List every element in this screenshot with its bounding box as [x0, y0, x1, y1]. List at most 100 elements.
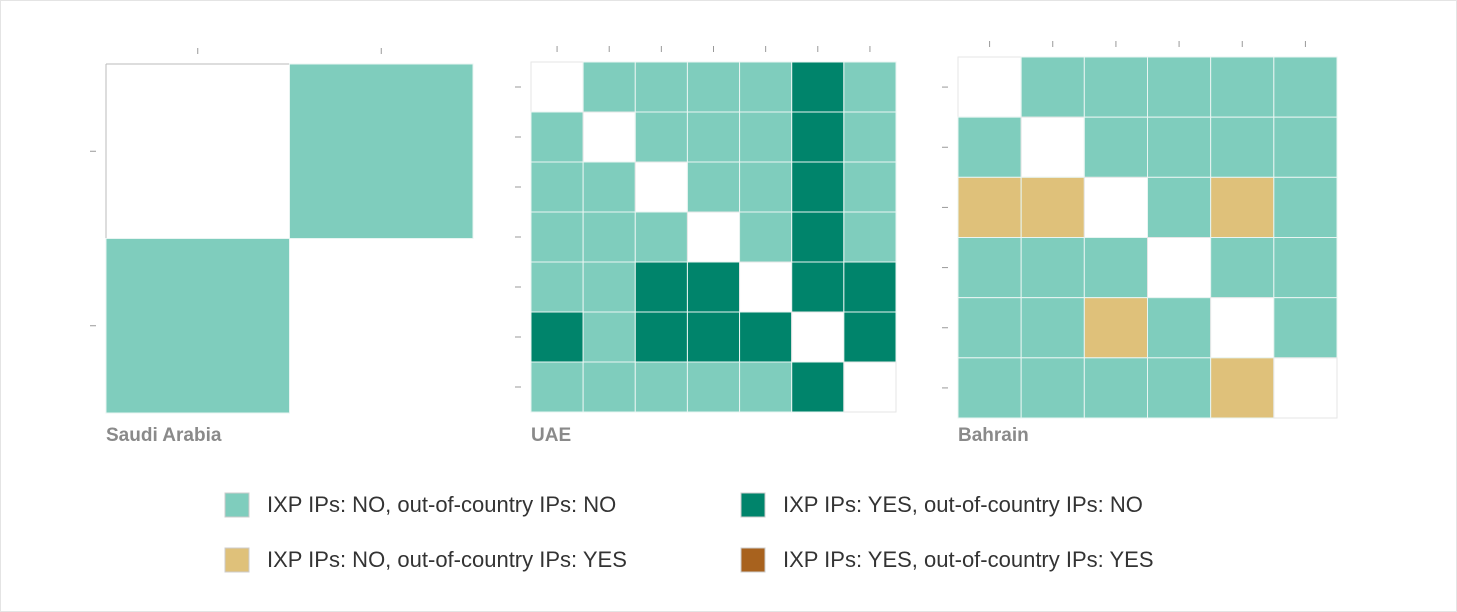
empty-cell [1083, 176, 1149, 238]
matrix-cell [105, 238, 290, 414]
matrix-cell [1210, 357, 1275, 419]
matrix-cell [843, 311, 897, 363]
matrix-cell [530, 261, 584, 313]
matrix-cell [686, 111, 741, 163]
empty-cell [739, 261, 793, 313]
legend-label: IXP IPs: NO, out-of-country IPs: YES [267, 547, 627, 572]
matrix-cell [1210, 176, 1275, 238]
matrix-cell [1273, 176, 1338, 238]
matrix-cell [686, 61, 741, 113]
empty-cell [582, 111, 636, 163]
legend-label: IXP IPs: YES, out-of-country IPs: YES [783, 547, 1154, 572]
panel-label: Bahrain [958, 425, 1029, 446]
matrix-cell [530, 361, 584, 413]
matrix-cell [634, 61, 688, 113]
matrix-cell [582, 211, 636, 263]
matrix-cell [1273, 297, 1338, 359]
matrix-cell [791, 111, 845, 163]
matrix-cell [1020, 297, 1085, 359]
matrix-cell [530, 311, 584, 363]
matrix-cell [1147, 176, 1212, 238]
matrix-cell [957, 176, 1022, 238]
matrix-cell [791, 261, 845, 313]
matrix-cell [1273, 237, 1338, 299]
matrix-cell [289, 63, 474, 239]
legend-swatch [224, 492, 250, 518]
matrix-cell [957, 237, 1022, 299]
matrix-cell [582, 311, 636, 363]
matrix-cell [1083, 357, 1149, 419]
matrix-cell [634, 261, 688, 313]
matrix-cell [1273, 116, 1338, 178]
matrix-cell [791, 211, 845, 263]
matrix-cell [843, 61, 897, 113]
matrix-cell [1020, 237, 1085, 299]
matrix-cell [634, 361, 688, 413]
matrix-cell [739, 111, 793, 163]
matrix-cell [530, 211, 584, 263]
empty-cell [843, 361, 897, 413]
empty-cell [634, 161, 688, 213]
matrix-cell [530, 111, 584, 163]
panel-label: Saudi Arabia [106, 425, 222, 446]
legend-label: IXP IPs: NO, out-of-country IPs: NO [267, 492, 616, 517]
matrix-cell [634, 111, 688, 163]
matrix-cell [634, 211, 688, 263]
panel-label: UAE [531, 425, 571, 446]
matrix-cell [686, 361, 741, 413]
matrix-cell [1210, 116, 1275, 178]
matrix-cell [686, 261, 741, 313]
matrix-cell [1273, 56, 1338, 118]
matrix-cell [957, 357, 1022, 419]
matrix-cell [686, 161, 741, 213]
matrix-cell [1083, 237, 1149, 299]
matrix-cell [957, 116, 1022, 178]
empty-cell [1020, 116, 1085, 178]
matrix-cell [843, 211, 897, 263]
empty-cell [1210, 297, 1275, 359]
matrix-cell [1083, 56, 1149, 118]
matrix-cell [686, 311, 741, 363]
legend-label: IXP IPs: YES, out-of-country IPs: NO [783, 492, 1143, 517]
matrix-cell [582, 61, 636, 113]
matrix-cell [843, 161, 897, 213]
matrix-cell [1083, 116, 1149, 178]
matrix-cell [1147, 297, 1212, 359]
matrix-cell [1020, 176, 1085, 238]
matrix-cell [843, 111, 897, 163]
matrix-cell [582, 361, 636, 413]
matrix-cell [739, 361, 793, 413]
matrix-cell [1210, 56, 1275, 118]
matrix-cell [582, 261, 636, 313]
matrix-cell [791, 361, 845, 413]
legend-swatch [740, 492, 766, 518]
matrix-cell [634, 311, 688, 363]
matrix-cell [957, 297, 1022, 359]
matrix-cell [582, 161, 636, 213]
matrix-cell [1147, 116, 1212, 178]
matrix-cell [1083, 297, 1149, 359]
matrix-cell [1210, 237, 1275, 299]
matrix-cell [1147, 56, 1212, 118]
empty-cell [530, 61, 584, 113]
matrix-cell [1020, 56, 1085, 118]
matrix-cell [843, 261, 897, 313]
empty-cell [791, 311, 845, 363]
empty-cell [1273, 357, 1338, 419]
matrix-cell [791, 161, 845, 213]
matrix-cell [739, 161, 793, 213]
matrix-cell [1147, 357, 1212, 419]
empty-cell [957, 56, 1022, 118]
matrix-cell [739, 211, 793, 263]
legend-swatch [740, 547, 766, 573]
matrix-cell [739, 311, 793, 363]
matrix-cell [791, 61, 845, 113]
legend-swatch [224, 547, 250, 573]
matrix-cell [739, 61, 793, 113]
empty-cell [686, 211, 741, 263]
matrix-cell [1020, 357, 1085, 419]
empty-cell [1147, 237, 1212, 299]
matrix-cell [530, 161, 584, 213]
